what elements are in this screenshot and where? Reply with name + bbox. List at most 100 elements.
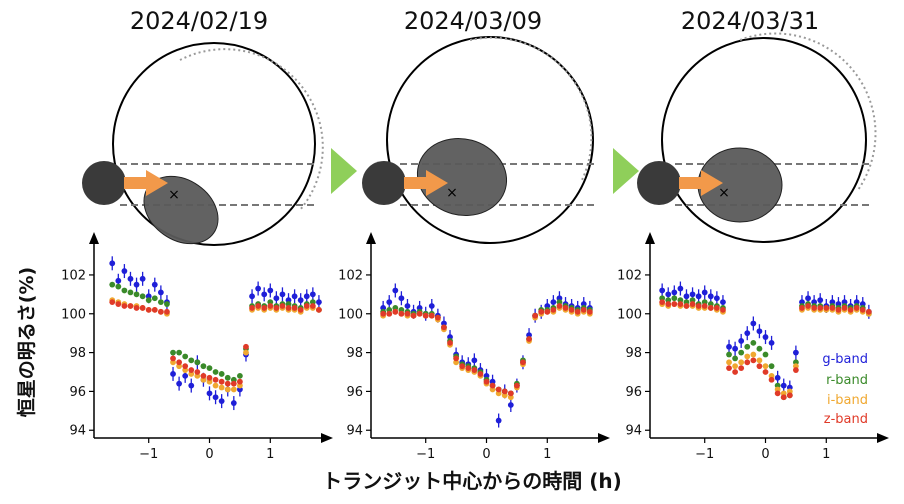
point-g-2-18 [768,339,775,346]
y-axis-arrowhead-1 [366,232,376,244]
point-r-0-11 [176,349,183,356]
light-curve-panel-1: −1 0 1 94 96 98 100 102 [338,232,610,462]
point-g-2-6 [695,293,702,300]
planet-1 [362,161,406,205]
point-g-0-3 [127,275,134,282]
point-g-0-1 [115,277,122,284]
point-r-0-16 [206,365,213,372]
point-z-1-21 [507,390,514,397]
x-tick-label-1-1: 0 [482,447,490,462]
legend: g-band r-band i-band z-band [822,352,868,427]
star-limb-dotted-2 [739,32,877,191]
y-tick-label-2-2: 98 [625,346,642,361]
point-z-2-0 [659,299,666,306]
point-g-2-7 [701,289,708,296]
point-g-0-17 [212,394,219,401]
point-g-2-14 [744,330,751,337]
point-z-1-4 [404,310,411,317]
point-g-1-4 [404,303,411,309]
x-axis-arrowhead-0 [321,433,333,443]
point-g-0-31 [297,297,304,304]
point-g-0-27 [273,295,280,302]
point-z-0-13 [188,367,195,373]
point-r-0-7 [151,295,158,302]
point-g-0-13 [188,382,195,389]
occulter-1 [416,137,508,217]
point-z-0-17 [212,376,219,383]
star-limb-dotted-1 [469,36,593,181]
point-g-2-5 [689,291,696,298]
point-r-0-6 [145,297,152,304]
point-g-0-7 [151,281,158,288]
motion-arrow-1 [404,170,448,196]
point-z-2-24 [805,303,811,309]
y-axis-arrowhead-0 [89,232,99,244]
point-g-0-25 [261,291,268,298]
point-g-2-10 [720,299,726,306]
point-z-1-7 [422,312,429,319]
y-tick-label-2-0: 94 [625,424,642,439]
point-g-0-28 [279,291,286,298]
y-tick-label-0-0: 94 [69,424,86,439]
point-z-2-2 [671,301,678,307]
point-z-0-23 [249,305,255,311]
point-z-0-25 [261,305,268,311]
point-z-2-20 [780,394,787,401]
point-g-2-24 [805,295,811,302]
point-z-2-10 [720,306,726,313]
date-title-0: 2024/02/19 [130,7,268,35]
point-g-2-2 [671,289,678,296]
point-r-0-1 [115,283,122,290]
point-i-0-18 [218,384,225,391]
point-i-2-11 [726,359,732,366]
point-z-0-31 [297,306,304,313]
y-tick-label-1-4: 102 [338,268,363,283]
point-i-2-14 [744,353,751,360]
point-g-0-16 [206,390,213,397]
point-r-0-13 [188,357,195,364]
point-i-2-17 [762,363,769,370]
point-r-2-15 [750,339,757,346]
point-z-0-6 [145,306,152,313]
point-r-0-0 [109,281,116,288]
point-z-0-28 [279,303,286,309]
point-z-2-30 [841,305,848,311]
point-r-0-10 [170,349,176,356]
point-g-2-20 [780,382,787,389]
point-z-2-27 [823,305,830,311]
point-z-1-17 [483,378,490,385]
point-g-2-15 [750,320,757,327]
point-z-1-34 [586,308,593,315]
point-z-1-9 [434,314,441,321]
date-title-1: 2024/03/09 [404,7,542,35]
legend-g-band: g-band [822,352,868,367]
point-z-1-33 [580,306,587,313]
point-z-1-0 [380,310,387,317]
point-g-0-33 [309,291,316,298]
point-r-0-15 [200,363,207,370]
point-z-2-23 [799,305,805,311]
point-z-2-17 [762,369,769,375]
x-tick-label-2-2: 1 [822,447,830,462]
planet-0 [82,161,126,205]
point-g-0-23 [249,293,255,300]
point-z-1-27 [544,308,551,315]
point-z-0-7 [151,306,158,313]
point-g-0-30 [291,293,298,300]
point-z-1-32 [574,308,581,315]
point-g-0-8 [157,289,164,296]
motion-arrow-2 [679,170,723,196]
transit-diagram-2: × [637,32,877,243]
point-z-2-9 [713,305,720,311]
point-i-0-17 [212,382,219,389]
point-g-1-15 [471,357,478,364]
point-z-1-26 [538,308,545,315]
point-r-2-18 [768,363,775,370]
point-z-0-18 [218,378,225,385]
point-g-2-13 [738,338,745,344]
point-r-2-2 [671,295,678,302]
point-z-1-13 [459,363,466,370]
point-r-0-19 [224,374,231,381]
point-z-0-30 [291,305,298,311]
point-z-2-26 [817,305,824,311]
